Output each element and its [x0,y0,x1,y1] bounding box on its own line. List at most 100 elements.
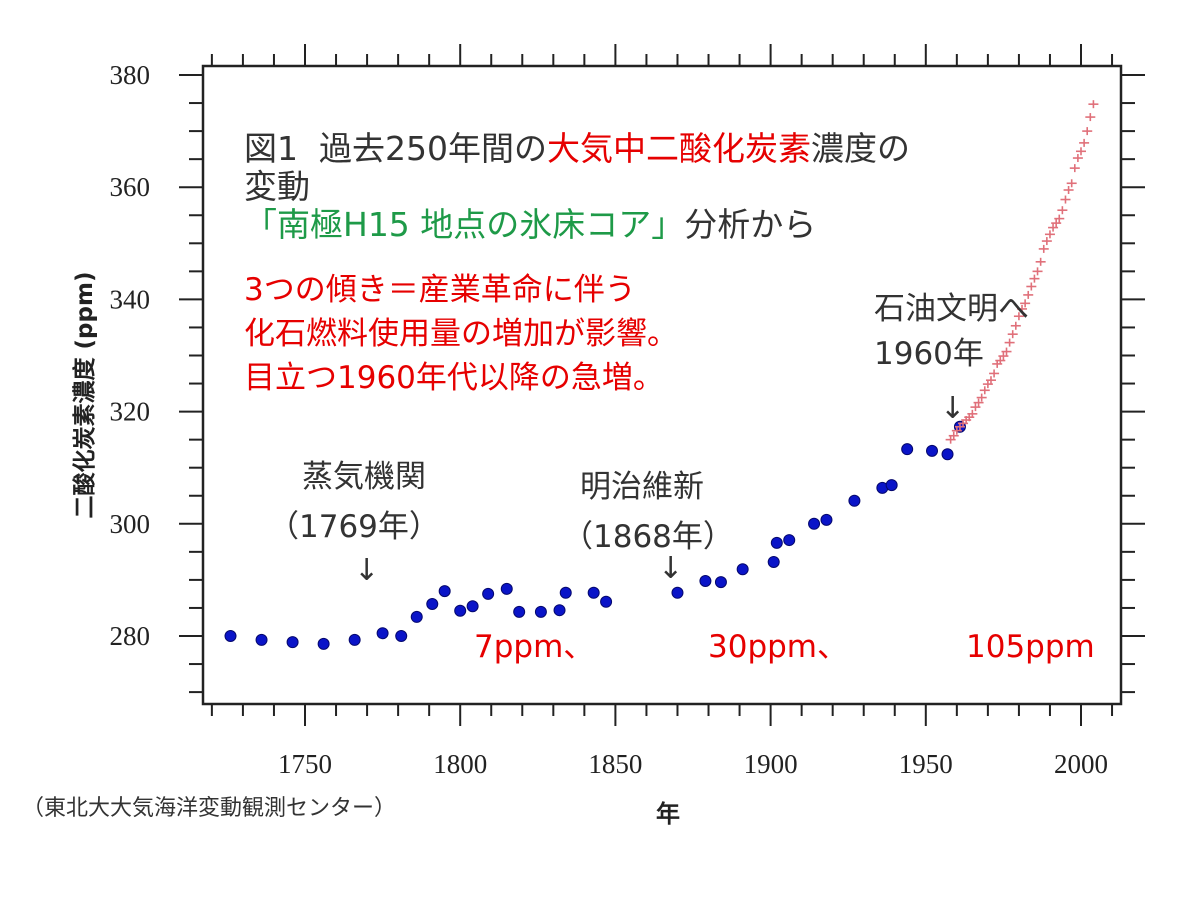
ice-core-point [348,633,361,646]
ice-core-point [770,536,783,549]
ice-core-point [513,605,526,618]
atmospheric-point [985,376,996,385]
ice-core-point [714,576,727,589]
annotation-title: 蒸気機関 [302,459,426,495]
ice-core-point [587,586,600,599]
x-tick-label: 1950 [899,749,953,779]
atmospheric-point [1041,237,1052,246]
explanation-line: 化石燃料使用量の増加が影響。 [244,316,678,352]
ice-core-point [926,444,939,457]
ice-core-point [941,448,954,461]
ice-core-point [600,595,613,608]
axes: 1750 1800 1850 1900 1950 2000 280 300 320 340 360 3… [110,44,1145,779]
atmospheric-point [1088,100,1099,109]
y-tick-label: 360 [110,172,151,202]
x-tick-label: 1900 [744,749,798,779]
y-tick-label: 340 [110,284,151,314]
rise-label-1: 7ppm、 [474,629,595,665]
ice-core-point [438,585,451,598]
atmospheric-point [1048,223,1059,232]
annotation-meiji: 明治維新 [580,469,704,505]
rise-label-3: 105ppm [966,629,1095,665]
atmospheric-point [1085,113,1096,122]
atmospheric-point [1038,244,1049,253]
atmospheric-point [970,403,981,412]
down-arrow-icon: ↓ [658,551,684,586]
atmospheric-point [1082,127,1093,136]
atmospheric-point [1063,186,1074,195]
atmospheric-point [998,352,1009,361]
atmospheric-point [1044,230,1055,239]
ice-core-point [466,600,479,613]
plot-frame [201,64,1123,706]
ice-core-point [559,586,572,599]
x-tick-label: 1750 [278,749,332,779]
annotation-steam-year: （1769年） [268,509,440,545]
annotation-meiji-year: （1868年） [562,519,734,555]
atmospheric-point [1035,257,1046,266]
explanation-line: 目立つ1960年代以降の急増。 [244,360,664,396]
x-axis-label: 年 [656,800,680,828]
title-highlight: 大気中二酸化炭素 [546,129,811,168]
atmospheric-point [1007,330,1018,339]
atmospheric-point [976,393,987,402]
atmospheric-point [979,386,990,395]
atmospheric-point [989,369,1000,378]
ice-core-point [848,494,861,507]
atmospheric-point [1079,138,1090,147]
y-tick-label: 280 [110,621,151,651]
x-tick-label: 2000 [1054,749,1108,779]
title-line2: 変動 [244,167,310,206]
x-tick-label: 1800 [433,749,487,779]
atmospheric-point [1066,179,1077,188]
y-tick-label: 300 [110,509,151,539]
title-part: 過去250年間の [318,129,547,168]
ice-core-point [736,563,749,576]
ice-core-point [767,555,780,568]
atmospheric-point [1001,347,1012,356]
atmospheric-point [1020,299,1031,308]
x-tick-label: 1850 [588,749,642,779]
ice-core-point [783,534,796,547]
ice-core-point [224,630,237,642]
ice-core-point [255,633,268,646]
atmospheric-point [1054,214,1065,223]
ice-core-point [671,586,684,599]
ice-core-point [482,587,495,600]
ice-core-point [395,630,408,642]
atmospheric-point [1069,164,1080,173]
atmospheric-point [948,431,959,440]
atmospheric-point [1057,206,1068,215]
atmospheric-point [1026,282,1037,291]
y-tick-label: 320 [110,397,151,427]
ice-core-point [376,627,389,640]
data-marks [224,100,1099,650]
rise-label-2: 30ppm、 [708,629,848,665]
ice-core-point [500,582,513,595]
atmospheric-point [1051,219,1062,228]
annotation-oil-year: 1960年 [874,336,984,372]
down-arrow-icon: ↓ [354,553,380,588]
down-arrow-icon: ↓ [940,391,966,426]
atmospheric-point [1029,274,1040,283]
explanation-text: 3つの傾き＝産業革命に伴う 化石燃料使用量の増加が影響。 目立つ1960年代以降… [244,268,678,400]
atmospheric-point [1032,267,1043,276]
atmospheric-point [967,409,978,418]
atmospheric-point [1010,321,1021,330]
ice-core-point [820,513,833,526]
credit-text: （東北大大気海洋変動観測センター） [22,796,397,821]
atmospheric-point [1072,154,1083,163]
title-fig-number: 図1 [244,129,298,168]
atmospheric-point [1060,195,1071,204]
data-source-suffix: 分析から [684,205,817,244]
ice-core-point [808,517,821,530]
atmospheric-point [973,398,984,407]
explanation-line: 3つの傾き＝産業革命に伴う [244,272,636,308]
annotation-steam-engine: 蒸気機関 [294,456,434,498]
ice-core-point [534,605,547,618]
chart-title: 図1 過去250年間の大気中二酸化炭素濃度の 変動 「南極H15 地点の氷床コア… [244,130,910,244]
title-part: 濃度の [810,129,910,168]
atmospheric-point [1017,304,1028,313]
atmospheric-point [1013,312,1024,321]
